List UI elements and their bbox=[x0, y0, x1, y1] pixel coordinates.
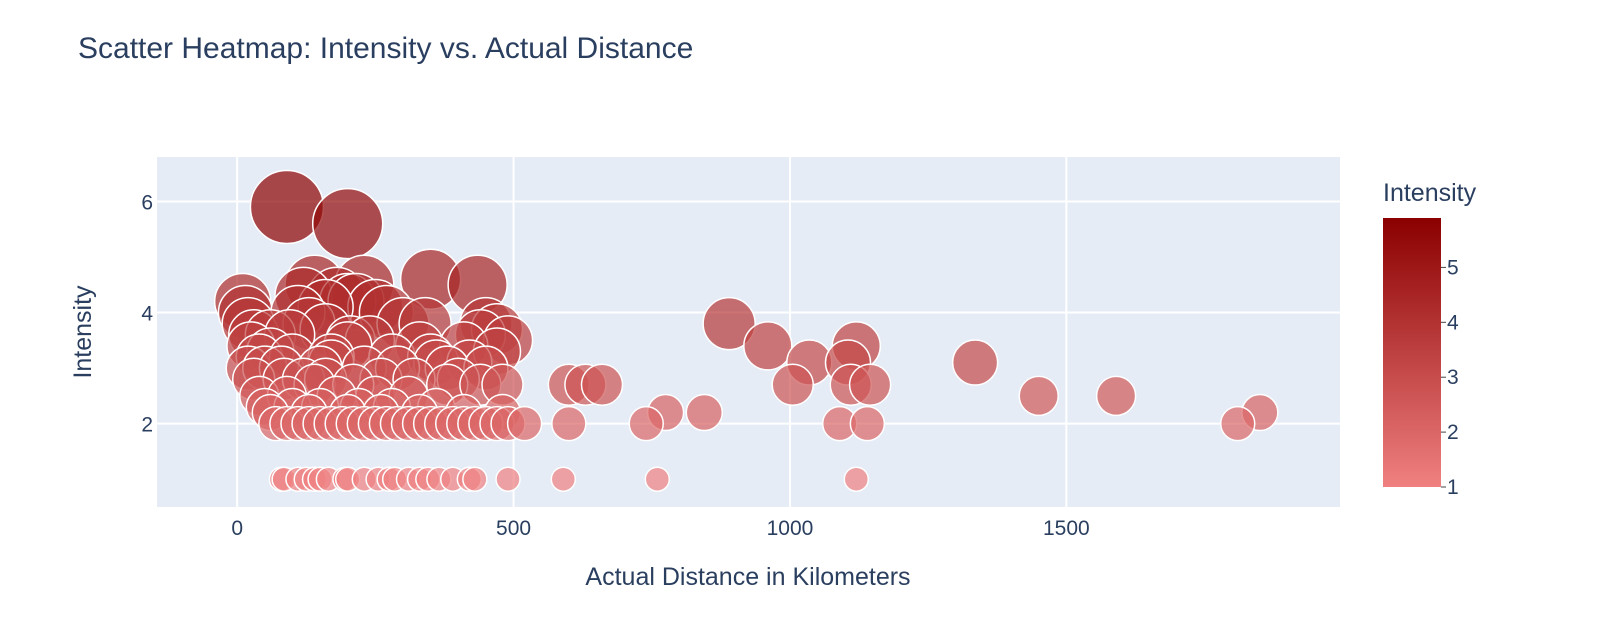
colorbar-tick-label: 4 bbox=[1447, 311, 1459, 334]
data-point bbox=[849, 405, 886, 442]
colorbar-tick-label: 2 bbox=[1447, 421, 1459, 444]
colorbar-tick-label: 3 bbox=[1447, 366, 1459, 389]
y-axis-ticks: 2 4 6 bbox=[141, 191, 153, 436]
data-point bbox=[462, 466, 488, 492]
colorbar-title: Intensity bbox=[1383, 179, 1477, 207]
data-point bbox=[743, 321, 793, 371]
colorbar-ticks: 1 2 3 4 5 bbox=[1441, 256, 1459, 499]
data-point bbox=[848, 363, 892, 407]
x-tick-label: 1000 bbox=[767, 517, 814, 540]
data-point bbox=[249, 169, 325, 245]
data-point bbox=[702, 296, 756, 351]
colorbar-tick-label: 1 bbox=[1447, 476, 1459, 499]
x-tick-label: 500 bbox=[496, 517, 531, 540]
data-points bbox=[213, 169, 1279, 492]
y-tick-label: 6 bbox=[141, 191, 153, 214]
data-point bbox=[551, 405, 587, 442]
data-point bbox=[843, 466, 870, 492]
data-point bbox=[550, 466, 577, 492]
x-tick-label: 0 bbox=[231, 517, 243, 540]
data-point bbox=[1095, 375, 1137, 417]
data-point bbox=[495, 466, 521, 492]
x-tick-label: 1500 bbox=[1043, 517, 1090, 540]
chart-title: Scatter Heatmap: Intensity vs. Actual Di… bbox=[78, 32, 693, 65]
data-point bbox=[951, 339, 999, 386]
data-point bbox=[1219, 405, 1256, 442]
data-point bbox=[628, 405, 664, 442]
x-axis-ticks: 0 500 1000 1500 bbox=[231, 517, 1089, 540]
data-point bbox=[644, 466, 671, 492]
data-point bbox=[580, 363, 624, 407]
y-tick-label: 2 bbox=[141, 414, 153, 437]
data-point bbox=[506, 405, 543, 442]
data-point bbox=[685, 393, 724, 432]
data-point bbox=[311, 187, 384, 260]
colorbar-tick-label: 5 bbox=[1447, 256, 1459, 279]
x-axis-title: Actual Distance in Kilometers bbox=[585, 563, 910, 591]
data-point bbox=[771, 363, 814, 407]
y-tick-label: 4 bbox=[141, 303, 153, 326]
data-point bbox=[1018, 375, 1059, 417]
colorbar bbox=[1383, 218, 1441, 487]
y-axis-title: Intensity bbox=[69, 285, 97, 379]
